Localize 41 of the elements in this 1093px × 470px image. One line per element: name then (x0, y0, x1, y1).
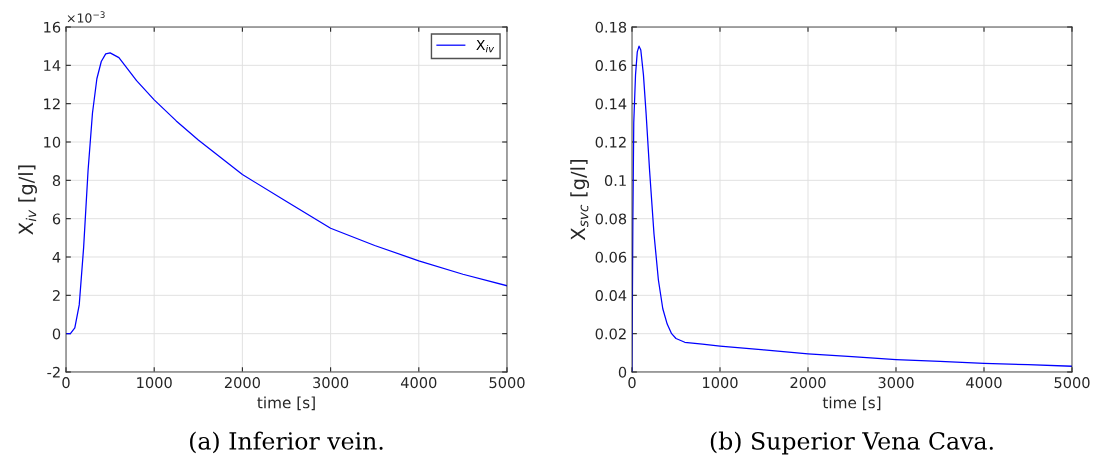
x-tick-label: 0 (62, 377, 70, 389)
y-tick-label: 0 (52, 328, 61, 340)
y-tick-label: 16 (44, 21, 61, 33)
y-tick-label: -2 (47, 366, 60, 378)
y-axis-title: X$_{svc}$ [g/l] (570, 160, 590, 241)
y-tick-label: 0 (618, 366, 627, 378)
x-tick-label: 1000 (703, 377, 738, 389)
x-axis-title: time [s] (822, 396, 881, 411)
text: (b) Superior Vena Cava. (710, 431, 993, 455)
x-tick-label: 3000 (313, 377, 349, 389)
line-series (66, 52, 507, 335)
y-tick-label: 4 (52, 251, 61, 263)
y-tick-label: 14 (44, 60, 61, 71)
x-tick-label: 5000 (489, 377, 525, 389)
x-tick-label: 1000 (137, 377, 172, 389)
y-tick-label: 8 (52, 175, 61, 187)
y-tick-label: 12 (44, 98, 60, 110)
x-tick-label: 2000 (790, 377, 826, 389)
x-axis-title: time [s] (257, 396, 315, 411)
y-tick-label: 10 (44, 136, 61, 148)
y-tick-label: 0.08 (595, 213, 627, 225)
y-tick-label: 0.06 (595, 251, 627, 263)
x-tick-label: 4000 (400, 377, 437, 389)
x-tick-label: 5000 (1054, 377, 1090, 389)
y-tick-label: 0.1 (604, 175, 626, 187)
y-tick-label: 0.04 (595, 290, 627, 302)
x-tick-label: 3000 (878, 377, 914, 389)
y-axis-title: X$_{iv}$ [g/l] (18, 165, 37, 235)
y-tick-label: 0.12 (595, 136, 626, 148)
x-tick-label: 4000 (966, 377, 1002, 389)
legend-label: X$_{iv}$ (476, 39, 495, 53)
y-tick-label: 0.16 (595, 60, 627, 72)
text: ×10$^{−3}$ (67, 11, 105, 23)
y-tick-label: 0.14 (595, 98, 627, 110)
text: (a) Inferior vein. (190, 431, 383, 454)
y-tick-label: 6 (52, 213, 61, 225)
x-tick-label: 0 (628, 377, 636, 389)
y-tick-label: 0.18 (595, 21, 627, 33)
y-tick-label: 2 (52, 290, 60, 301)
y-tick-label: 0.02 (595, 328, 626, 340)
x-tick-label: 2000 (224, 377, 260, 389)
